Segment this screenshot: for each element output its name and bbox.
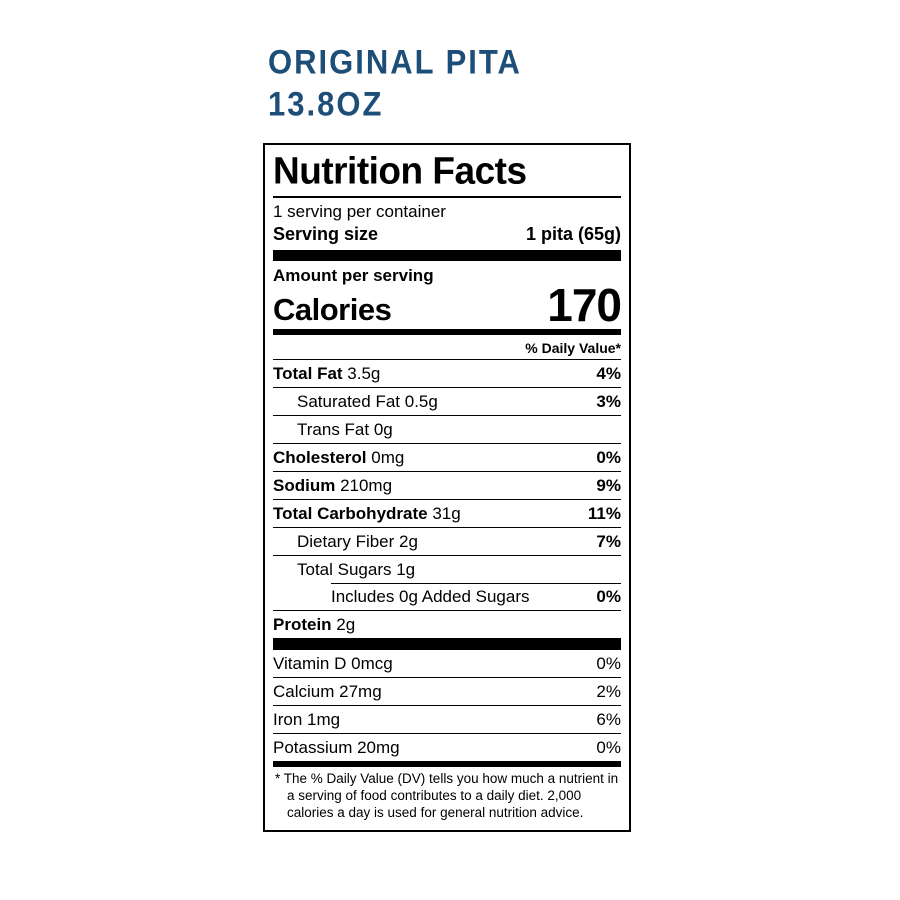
servings-per-container: 1 serving per container	[273, 202, 446, 221]
nutrient-daily-value: 11%	[587, 504, 621, 524]
thick-bar-top	[273, 250, 621, 261]
amount-per-serving-label: Amount per serving	[273, 266, 434, 285]
nutrient-name-amount: Calcium 27mg	[273, 682, 382, 702]
nutrient-daily-value: 6%	[596, 710, 621, 730]
nutrient-name-amount: Total Fat 3.5g	[273, 364, 381, 384]
nutrient-name-amount: Vitamin D 0mcg	[273, 654, 393, 674]
nutrient-name-amount: Cholesterol 0mg	[273, 448, 405, 468]
thick-bar-protein	[273, 638, 621, 650]
nutrient-row: Total Carbohydrate 31g 11%	[273, 499, 621, 527]
daily-value-header: % Daily Value*	[525, 340, 621, 357]
nutrient-name-amount: Iron 1mg	[273, 710, 341, 730]
nutrient-name-amount: Dietary Fiber 2g	[297, 532, 418, 552]
serving-size-row: Serving size 1 pita (65g)	[273, 223, 621, 250]
nutrient-name-amount: Protein 2g	[273, 615, 356, 635]
nutrient-row: Sodium 210mg 9%	[273, 471, 621, 499]
nutrient-row: Potassium 20mg 0%	[273, 733, 621, 761]
product-size: 13.8OZ	[268, 84, 384, 124]
nutrient-name-amount: Saturated Fat 0.5g	[297, 392, 438, 412]
nutrient-daily-value: 0%	[596, 738, 621, 758]
serving-size-value: 1 pita (65g)	[525, 224, 621, 244]
product-header: ORIGINAL PITA 13.8OZ	[268, 42, 522, 123]
nutrient-row: Total Fat 3.5g 4%	[273, 359, 621, 387]
nutrient-name-amount: Trans Fat 0g	[297, 420, 393, 440]
nutrient-row: Dietary Fiber 2g 7%	[273, 527, 621, 555]
nutrient-row: Protein 2g	[273, 610, 621, 638]
nutrient-daily-value: 9%	[596, 476, 621, 496]
nutrient-name-amount: Includes 0g Added Sugars	[331, 587, 530, 607]
nutrient-name-amount: Potassium 20mg	[273, 738, 400, 758]
nutrient-row: Trans Fat 0g	[273, 415, 621, 443]
nutrient-row: Cholesterol 0mg 0%	[273, 443, 621, 471]
vitamin-rows: Vitamin D 0mcg 0% Calcium 27mg 2% Iron 1mg 6%…	[273, 649, 621, 761]
nutrition-facts-label: Nutrition Facts 1 serving per container …	[263, 143, 631, 832]
product-title: ORIGINAL PITA	[268, 42, 522, 82]
nutrient-daily-value: 4%	[596, 364, 621, 384]
nutrient-name-amount: Sodium 210mg	[273, 476, 393, 496]
calories-label: Calories	[273, 292, 392, 328]
nutrient-row: Includes 0g Added Sugars 0%	[273, 583, 621, 610]
nutrient-daily-value: 2%	[596, 682, 621, 702]
medium-bar-footnote	[273, 761, 621, 768]
nutrient-row: Iron 1mg 6%	[273, 705, 621, 733]
nutrient-row: Saturated Fat 0.5g 3%	[273, 387, 621, 415]
nutrient-daily-value: 0%	[596, 448, 621, 468]
footnote-text: * The % Daily Value (DV) tells you how m…	[275, 771, 619, 820]
nutrient-row: Calcium 27mg 2%	[273, 677, 621, 705]
nutrient-daily-value: 0%	[596, 654, 621, 674]
nutrient-daily-value: 3%	[596, 392, 621, 412]
nutrient-daily-value: 0%	[596, 587, 621, 607]
title-divider	[273, 196, 621, 198]
calories-row: Calories 170	[273, 279, 622, 331]
serving-size-label: Serving size	[273, 224, 379, 244]
footnote-wrap: * The % Daily Value (DV) tells you how m…	[273, 767, 621, 822]
nutrient-rows: Total Fat 3.5g 4% Saturated Fat 0.5g 3% Tran…	[273, 359, 621, 638]
nutrient-row: Vitamin D 0mcg 0%	[273, 649, 621, 677]
nutrient-row: Total Sugars 1g	[273, 555, 621, 583]
nutrient-daily-value: 7%	[596, 532, 621, 552]
nutrient-name-amount: Total Carbohydrate 31g	[273, 504, 461, 524]
nutrition-facts-title: Nutrition Facts	[273, 150, 527, 192]
medium-bar-calories	[273, 329, 621, 336]
nutrient-name-amount: Total Sugars 1g	[297, 560, 416, 580]
calories-value: 170	[547, 279, 622, 331]
